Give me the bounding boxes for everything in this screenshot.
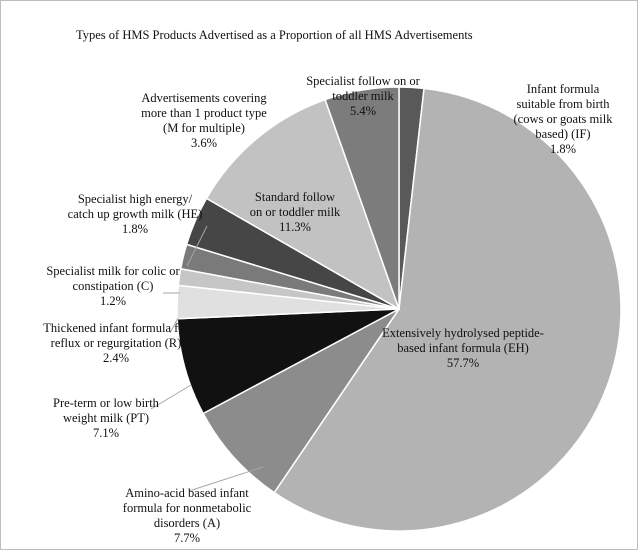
- slice-value-label: 2.4%: [103, 351, 129, 365]
- slice-labels: Infant formula suitable from birth (cows o…: [43, 74, 613, 545]
- slice-name-line: constipation (C): [73, 279, 154, 293]
- slice-label: Specialist milk for colic or constipation…: [46, 264, 180, 308]
- slice-label: Advertisements covering more than 1 produ…: [141, 91, 267, 150]
- chart-title: Types of HMS Products Advertised as a Pr…: [76, 28, 473, 42]
- leader-line: [188, 466, 264, 492]
- slice-name-line: Pre-term or low birth: [53, 396, 160, 410]
- slice-value-label: 5.4%: [350, 104, 376, 118]
- slice-name-line: more than 1 product type: [141, 106, 267, 120]
- slice-label: Specialist high energy/catch up growth m…: [68, 192, 203, 236]
- slice-label: Thickened infant formula for reflux or re…: [43, 321, 189, 365]
- slice-name-line: disorders (A): [154, 516, 220, 530]
- slice-value-label: 7.1%: [93, 426, 119, 440]
- slice-name-line: Infant formula: [527, 82, 600, 96]
- slice-value-label: 1.2%: [100, 294, 126, 308]
- slice-name-line: toddler milk: [332, 89, 394, 103]
- slice-name-line: (cows or goats milk: [514, 112, 614, 126]
- slice-name-line: Specialist follow on or: [306, 74, 420, 88]
- slice-name-line: Advertisements covering: [141, 91, 267, 105]
- slice-name-line: Specialist high energy/: [78, 192, 193, 206]
- slice-name-line: formula for nonmetabolic: [123, 501, 252, 515]
- slice-value-label: 1.8%: [122, 222, 148, 236]
- pie-slice: [324, 86, 400, 310]
- pie-slice: [205, 98, 401, 311]
- slice-name-line: reflux or regurgitation (R): [51, 336, 182, 350]
- slice-label: Infant formula suitable from birth (cows o…: [514, 82, 614, 156]
- slice-value-label: 3.6%: [191, 136, 217, 150]
- leader-lines: [150, 225, 264, 492]
- slice-name-line: Amino-acid based infant: [125, 486, 249, 500]
- slice-name-line: (M for multiple): [163, 121, 245, 135]
- slice-label: Amino-acid based infant formula for nonme…: [123, 486, 252, 545]
- leader-line: [186, 225, 208, 267]
- pie-slice: [202, 308, 400, 494]
- slice-name-line: suitable from birth: [516, 97, 610, 111]
- leader-line: [169, 317, 179, 334]
- slice-label: Pre-term or low birth weight milk (PT) 7.1…: [53, 396, 160, 440]
- slice-value-label: 11.3%: [279, 220, 311, 234]
- slice-label: Specialist follow on or toddler milk 5.4%: [306, 74, 420, 118]
- slice-value-label: 57.7%: [447, 356, 479, 370]
- slice-name-line: Standard follow: [255, 190, 335, 204]
- slice-name-line: based infant formula (EH): [397, 341, 529, 355]
- slice-name-line: weight milk (PT): [63, 411, 149, 425]
- slice-name-line: Specialist milk for colic or: [46, 264, 180, 278]
- slice-label: Standard follow on or toddler milk 11.3%: [250, 190, 341, 234]
- slice-label: Extensively hydrolysed peptide-based inf…: [382, 326, 544, 370]
- slice-name-line: Extensively hydrolysed peptide-: [382, 326, 544, 340]
- slice-value-label: 1.8%: [550, 142, 576, 156]
- pie-slice: [273, 87, 622, 532]
- slice-value-label: 7.7%: [174, 531, 200, 545]
- slice-name-line: catch up growth milk (HE): [68, 207, 203, 221]
- slice-name-line: on or toddler milk: [250, 205, 341, 219]
- leader-line: [150, 384, 192, 410]
- slice-name-line: based) (IF): [535, 127, 590, 141]
- pie-slices: [176, 86, 622, 532]
- slice-name-line: Thickened infant formula for: [43, 321, 189, 335]
